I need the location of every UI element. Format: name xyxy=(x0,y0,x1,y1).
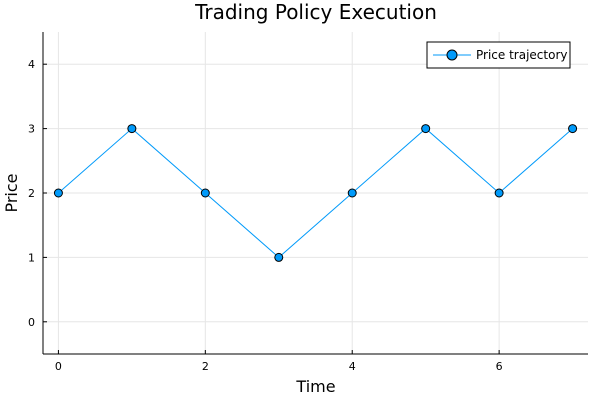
data-point xyxy=(421,124,431,134)
data-point xyxy=(347,188,357,198)
y-axis-label: Price xyxy=(2,173,21,212)
chart-title: Trading Policy Execution xyxy=(194,0,437,24)
legend-series-marker xyxy=(446,49,458,61)
series-line xyxy=(58,127,573,259)
series xyxy=(53,124,578,262)
x-tick-label: 4 xyxy=(349,360,356,373)
data-point xyxy=(494,188,504,198)
y-tick-label: 0 xyxy=(28,316,35,329)
y-tick-label: 1 xyxy=(28,251,35,264)
data-point xyxy=(53,188,63,198)
x-tick-label: 0 xyxy=(55,360,62,373)
data-point xyxy=(568,124,578,134)
data-point xyxy=(200,188,210,198)
grid xyxy=(43,32,588,354)
x-tick-label: 2 xyxy=(202,360,209,373)
y-tick-label: 2 xyxy=(28,187,35,200)
data-point xyxy=(127,124,137,134)
x-tick-label: 6 xyxy=(496,360,503,373)
data-point xyxy=(274,252,284,262)
legend-series-label: Price trajectory xyxy=(476,48,567,62)
x-axis-label: Time xyxy=(295,377,335,396)
legend: Price trajectory xyxy=(426,41,571,69)
ticks: 0 2 4 6 0 1 2 3 4 xyxy=(28,58,503,373)
y-tick-label: 4 xyxy=(28,58,35,71)
y-tick-label: 3 xyxy=(28,123,35,136)
